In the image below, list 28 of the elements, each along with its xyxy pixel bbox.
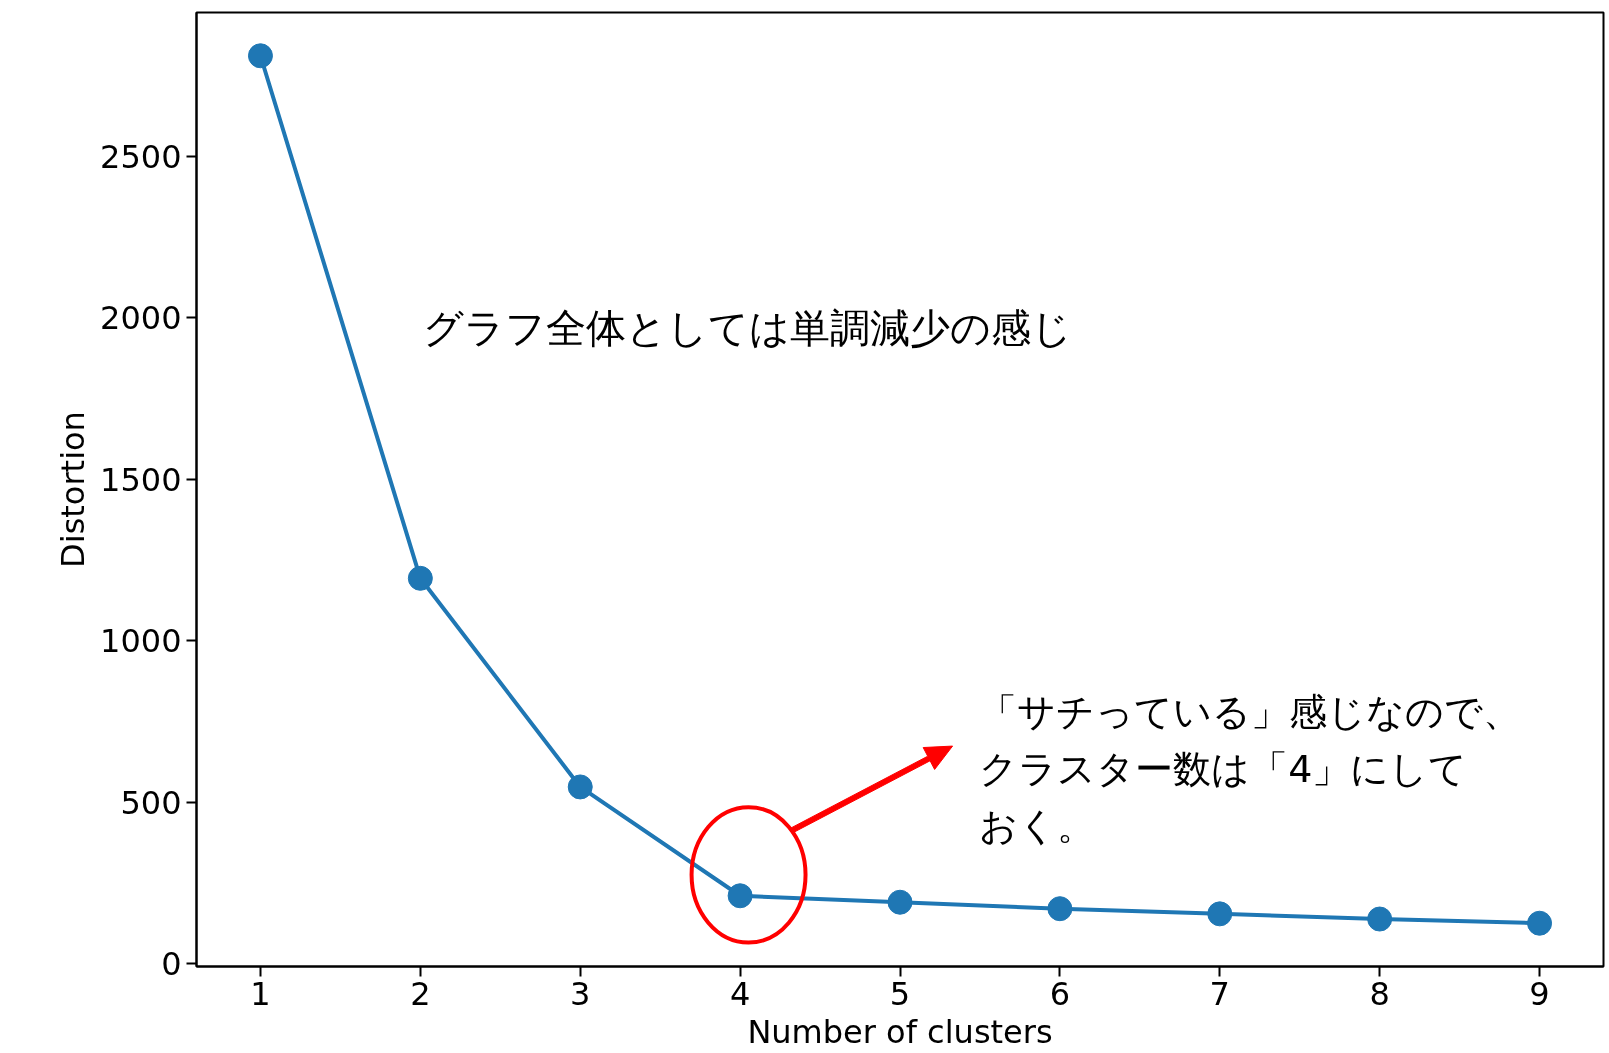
x-tick-label: 7 — [1209, 974, 1230, 1013]
x-tick-label: 2 — [410, 974, 431, 1013]
point — [1527, 910, 1553, 936]
y-axis-title: Distortion — [54, 411, 93, 568]
annotation: 「サチっている」感じなので、クラスター数は「4」にしておく。 — [979, 689, 1522, 849]
x-tick-label: 5 — [889, 974, 911, 1013]
annotation: グラフ全体としては単調減少の感じ — [423, 305, 1073, 352]
y-tick-label: 1000 — [100, 622, 182, 661]
point — [407, 565, 433, 591]
x-tick-label: 6 — [1049, 974, 1071, 1013]
x-tick-label: 4 — [729, 974, 751, 1013]
point — [887, 889, 913, 915]
y-tick-label: 2500 — [100, 137, 182, 176]
x-tick-label: 8 — [1369, 974, 1390, 1013]
x-tick-label: 3 — [570, 974, 591, 1013]
x-tick-label: 9 — [1529, 974, 1550, 1013]
point — [1047, 896, 1073, 922]
y-tick-label: 2000 — [100, 299, 182, 338]
y-tick-label: 0 — [161, 945, 182, 984]
point — [727, 883, 753, 909]
x-tick-label: 1 — [250, 974, 271, 1013]
y-tick-label: 500 — [120, 783, 182, 822]
point — [1207, 901, 1233, 927]
y-tick-label: 1500 — [100, 460, 182, 499]
x-axis-title: Number of clusters — [747, 1012, 1053, 1051]
point — [567, 774, 593, 800]
point — [247, 43, 273, 69]
point — [1367, 906, 1393, 932]
